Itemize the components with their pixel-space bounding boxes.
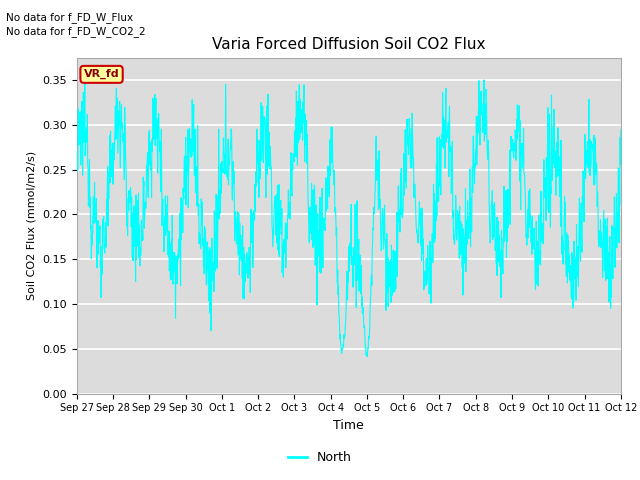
Text: No data for f_FD_W_CO2_2: No data for f_FD_W_CO2_2 <box>6 26 146 37</box>
Text: VR_fd: VR_fd <box>84 69 120 80</box>
X-axis label: Time: Time <box>333 419 364 432</box>
Text: No data for f_FD_W_Flux: No data for f_FD_W_Flux <box>6 12 134 23</box>
Y-axis label: Soil CO2 Flux (mmol/m2/s): Soil CO2 Flux (mmol/m2/s) <box>27 151 36 300</box>
Title: Varia Forced Diffusion Soil CO2 Flux: Varia Forced Diffusion Soil CO2 Flux <box>212 37 486 52</box>
Legend: North: North <box>283 446 357 469</box>
